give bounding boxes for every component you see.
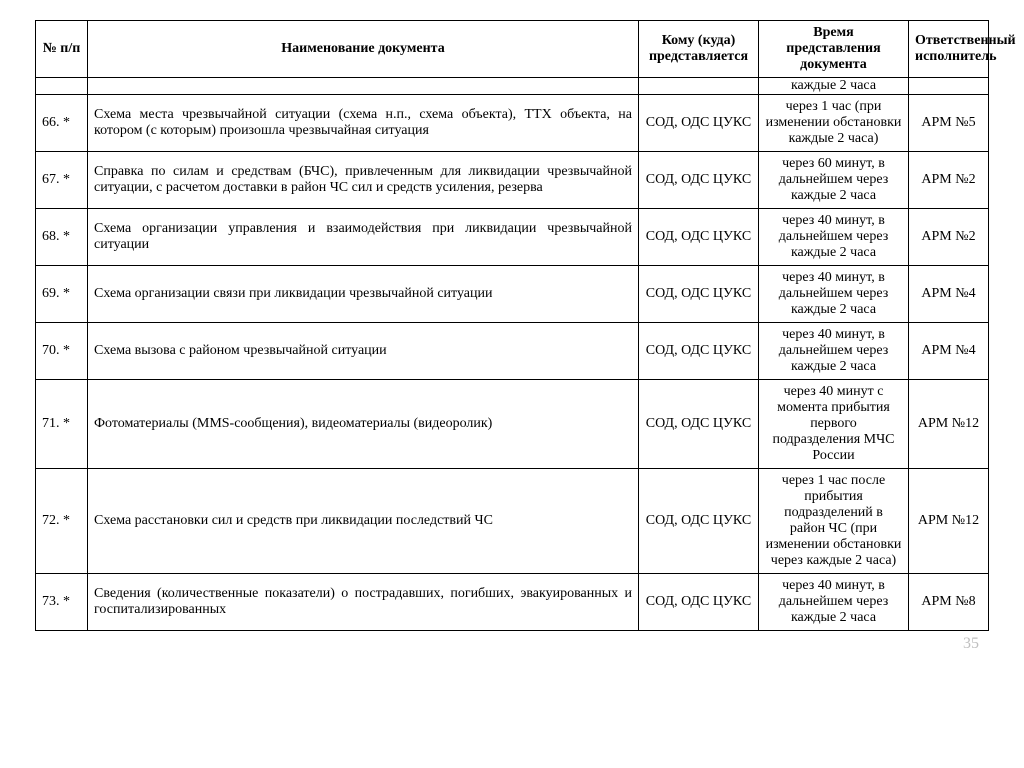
cell-num: 67. * — [36, 152, 88, 209]
header-to: Кому (куда) представляется — [639, 21, 759, 78]
table-row: 66. *Схема места чрезвычайной ситуации (… — [36, 95, 989, 152]
cell-name: Схема вызова с районом чрезвычайной ситу… — [88, 323, 639, 380]
cell-resp: АРМ №5 — [909, 95, 989, 152]
cell-name: Фотоматериалы (MMS-сообщения), видеомате… — [88, 380, 639, 469]
cell-to: СОД, ОДС ЦУКС — [639, 380, 759, 469]
cell-to: СОД, ОДС ЦУКС — [639, 95, 759, 152]
header-num: № п/п — [36, 21, 88, 78]
cell-time: через 40 минут, в дальнейшем через кажды… — [759, 209, 909, 266]
cell-num: 68. * — [36, 209, 88, 266]
cell-resp: АРМ №8 — [909, 574, 989, 631]
cell-time: через 40 минут с момента прибытия первог… — [759, 380, 909, 469]
table-row: 73. *Сведения (количественные показатели… — [36, 574, 989, 631]
cell-to: СОД, ОДС ЦУКС — [639, 469, 759, 574]
cell-resp: АРМ №4 — [909, 323, 989, 380]
cell-num: 71. * — [36, 380, 88, 469]
cell-to: СОД, ОДС ЦУКС — [639, 209, 759, 266]
cell-to: СОД, ОДС ЦУКС — [639, 323, 759, 380]
cell-num: 70. * — [36, 323, 88, 380]
table-header-row: № п/п Наименование документа Кому (куда)… — [36, 21, 989, 78]
cell-name: Схема расстановки сил и средств при ликв… — [88, 469, 639, 574]
documents-table: № п/п Наименование документа Кому (куда)… — [35, 20, 989, 631]
header-resp: Ответственный исполнитель — [909, 21, 989, 78]
table-row: 72. *Схема расстановки сил и средств при… — [36, 469, 989, 574]
cell-name: Схема организации управления и взаимодей… — [88, 209, 639, 266]
cell-resp: АРМ №2 — [909, 209, 989, 266]
cell-name: Схема места чрезвычайной ситуации (схема… — [88, 95, 639, 152]
cell-resp: АРМ №12 — [909, 469, 989, 574]
header-time: Время представления документа — [759, 21, 909, 78]
cell-name: Сведения (количественные показатели) о п… — [88, 574, 639, 631]
cell-time: через 40 минут, в дальнейшем через кажды… — [759, 323, 909, 380]
cell-name: Схема организации связи при ликвидации ч… — [88, 266, 639, 323]
table-row: 71. *Фотоматериалы (MMS-сообщения), виде… — [36, 380, 989, 469]
table-row: 67. *Справка по силам и средствам (БЧС),… — [36, 152, 989, 209]
cell-time: через 40 минут, в дальнейшем через кажды… — [759, 574, 909, 631]
cell-time: через 1 час (при изменении обстановки ка… — [759, 95, 909, 152]
cell-time: через 40 минут, в дальнейшем через кажды… — [759, 266, 909, 323]
cell-num: 72. * — [36, 469, 88, 574]
cell-time: через 1 час после прибытия подразделений… — [759, 469, 909, 574]
header-name: Наименование документа — [88, 21, 639, 78]
cell-to: СОД, ОДС ЦУКС — [639, 266, 759, 323]
cell-resp: АРМ №12 — [909, 380, 989, 469]
cell-resp: АРМ №2 — [909, 152, 989, 209]
table-row: 70. *Схема вызова с районом чрезвычайной… — [36, 323, 989, 380]
orphan-time-cell: каждые 2 часа — [759, 78, 909, 95]
cell-name: Справка по силам и средствам (БЧС), прив… — [88, 152, 639, 209]
cell-num: 73. * — [36, 574, 88, 631]
spacer-row: каждые 2 часа — [36, 78, 989, 95]
cell-resp: АРМ №4 — [909, 266, 989, 323]
page-number: 35 — [35, 631, 989, 653]
cell-num: 66. * — [36, 95, 88, 152]
table-row: 68. *Схема организации управления и взаи… — [36, 209, 989, 266]
cell-to: СОД, ОДС ЦУКС — [639, 152, 759, 209]
cell-time: через 60 минут, в дальнейшем через кажды… — [759, 152, 909, 209]
cell-num: 69. * — [36, 266, 88, 323]
table-row: 69. *Схема организации связи при ликвида… — [36, 266, 989, 323]
cell-to: СОД, ОДС ЦУКС — [639, 574, 759, 631]
